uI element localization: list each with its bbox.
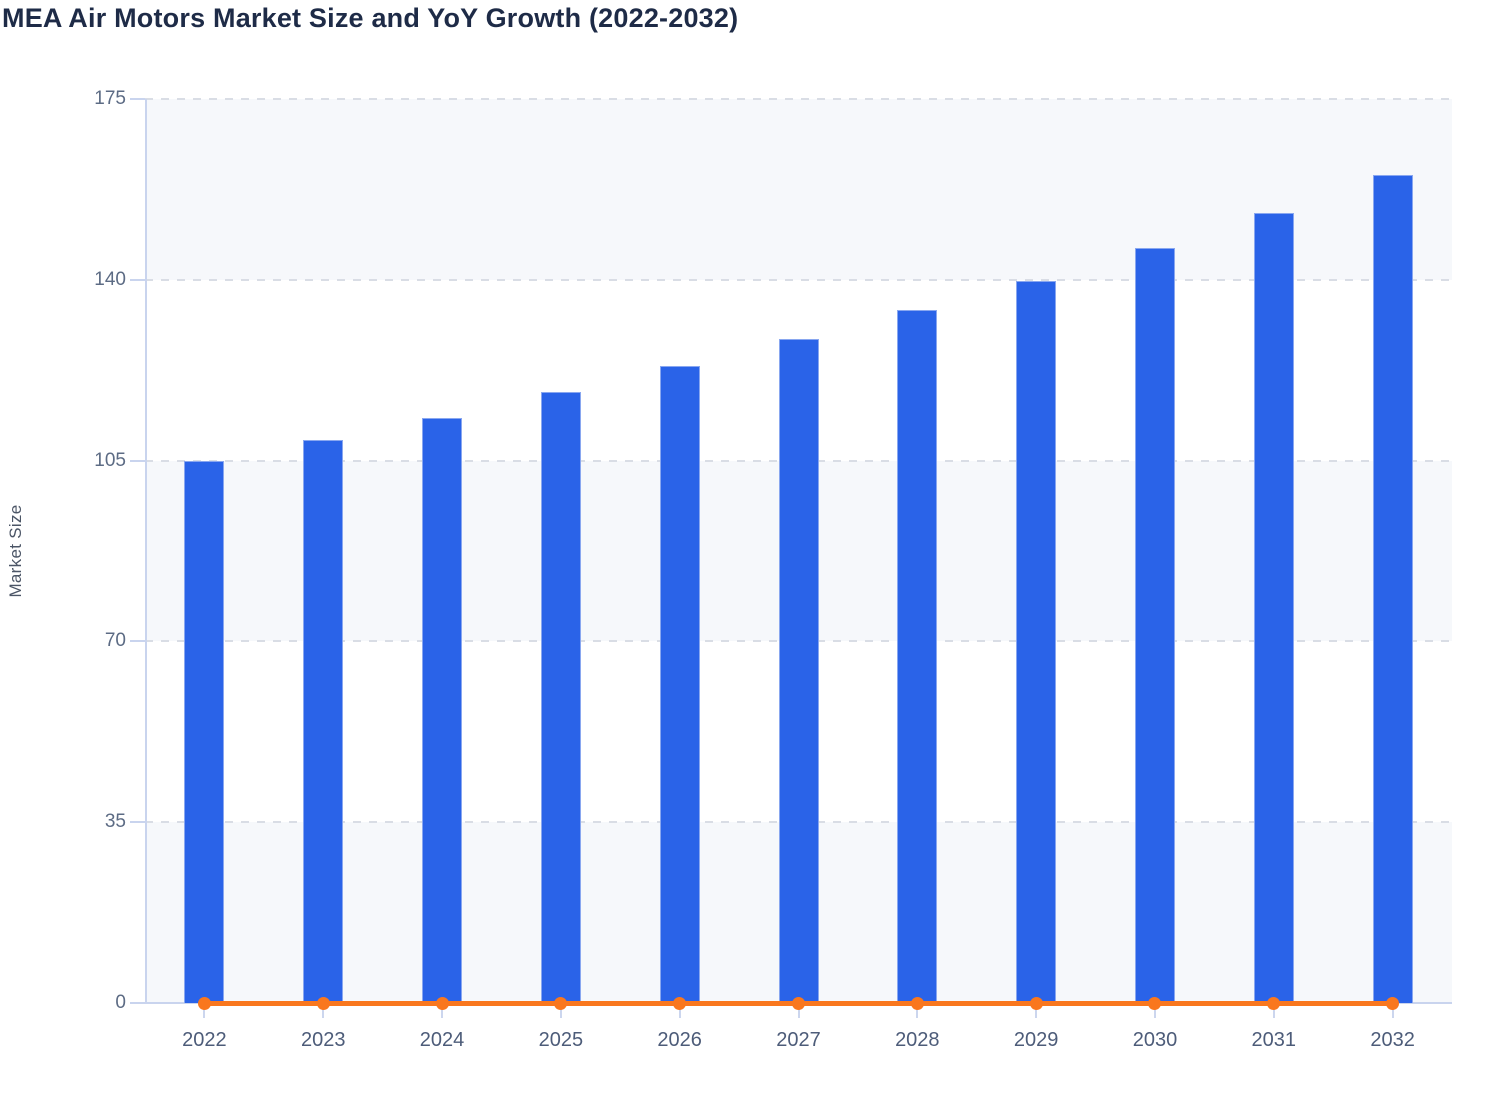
yoy-marker-2025 [554, 996, 568, 1010]
x-tick-label-2032: 2032 [1370, 1029, 1415, 1051]
x-axis-tick-2032 [1391, 1007, 1394, 1018]
bar-2032 [1372, 174, 1413, 1003]
y-tick-label-0: 0 [115, 992, 126, 1013]
yoy-marker-2024 [435, 996, 449, 1010]
x-tick-label-2024: 2024 [419, 1029, 465, 1051]
bar-2029 [1016, 280, 1057, 1003]
y-axis-tick-140 [130, 278, 145, 281]
yoy-marker-2026 [673, 996, 687, 1010]
x-tick-label-2031: 2031 [1251, 1029, 1297, 1051]
y-tick-label-175: 175 [94, 88, 126, 109]
x-axis-tick-2026 [678, 1007, 681, 1018]
x-axis-tick-2023 [322, 1007, 325, 1018]
bar-2031 [1253, 212, 1294, 1003]
x-axis-tick-2031 [1272, 1007, 1275, 1018]
y-axis-tick-35 [130, 821, 145, 824]
bar-2022 [184, 460, 225, 1003]
x-axis-tick-2030 [1153, 1007, 1156, 1018]
x-axis-tick-2029 [1035, 1007, 1038, 1018]
yoy-marker-2028 [910, 996, 924, 1010]
yoy-marker-2030 [1148, 996, 1162, 1010]
x-axis-tick-2022 [203, 1007, 206, 1018]
yoy-marker-2029 [1029, 996, 1043, 1010]
y-tick-label-35: 35 [104, 811, 126, 833]
bar-2030 [1134, 247, 1175, 1003]
y-axis-tick-105 [130, 459, 145, 462]
y-tick-label-70: 70 [104, 630, 126, 652]
x-tick-label-2029: 2029 [1013, 1029, 1059, 1051]
yoy-marker-2027 [792, 996, 805, 1010]
x-tick-label-2023: 2023 [300, 1029, 346, 1051]
x-tick-label-2028: 2028 [895, 1029, 940, 1051]
x-axis-tick-2025 [559, 1007, 562, 1018]
grid-line-140 [145, 278, 1452, 281]
bar-2024 [422, 417, 463, 1003]
y-axis-line [145, 99, 147, 1003]
bar-2023 [303, 439, 344, 1003]
x-axis-tick-2027 [797, 1007, 800, 1018]
x-tick-label-2027: 2027 [776, 1029, 821, 1051]
yoy-marker-2032 [1386, 996, 1400, 1010]
x-axis-tick-2028 [916, 1007, 919, 1018]
grid-line-175 [145, 98, 1452, 100]
yoy-marker-2023 [316, 996, 330, 1010]
y-tick-label-105: 105 [94, 449, 126, 471]
y-axis-tick-0 [130, 1002, 145, 1004]
y-axis-tick-175 [130, 98, 145, 100]
x-tick-label-2025: 2025 [538, 1029, 584, 1051]
chart-title: MEA Air Motors Market Size and YoY Growt… [2, 3, 739, 33]
bar-2028 [897, 310, 938, 1003]
x-tick-label-2022: 2022 [182, 1029, 227, 1051]
x-tick-label-2030: 2030 [1132, 1029, 1178, 1051]
x-tick-label-2026: 2026 [657, 1029, 702, 1051]
bar-2027 [778, 338, 819, 1003]
bar-2025 [540, 392, 581, 1003]
yoy-marker-2022 [197, 996, 211, 1010]
plot-band [145, 99, 1452, 280]
yoy-marker-2031 [1267, 996, 1281, 1010]
y-axis-tick-70 [130, 640, 145, 643]
x-axis-tick-2024 [441, 1007, 444, 1018]
bar-2026 [659, 365, 700, 1003]
y-tick-label-140: 140 [94, 268, 126, 290]
